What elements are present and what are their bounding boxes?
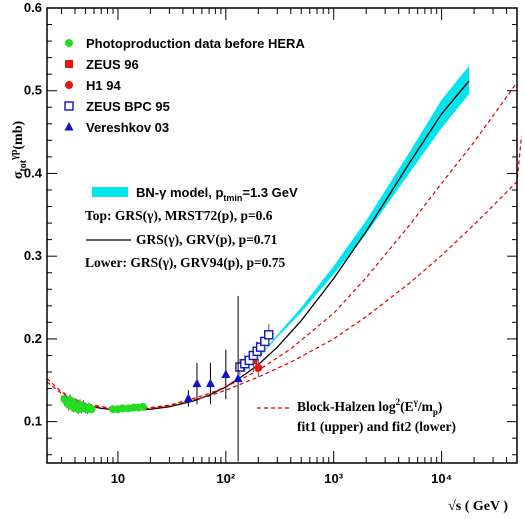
x-tick-label: 10	[111, 471, 125, 486]
data-point-photoproduction-data-before-hera	[118, 404, 127, 413]
model-solid-curve	[61, 80, 470, 411]
legend-label-photoproduction-data-before-hera: Photoproduction data before HERA	[86, 36, 305, 51]
model-band-label-rest: =1.3 GeV	[242, 185, 298, 200]
model-band-swatch	[92, 187, 128, 197]
data-point-photoproduction-data-before-hera	[138, 402, 147, 411]
model-band	[253, 65, 470, 364]
bh-label-line2: fit1 (upper) and fit2 (lower)	[297, 419, 456, 434]
plot-frame	[46, 7, 518, 464]
y-tick-label: 0.2	[24, 331, 42, 346]
bh-label-end: )	[438, 399, 443, 414]
bh-legend: Block-Halzen log2(Eγ/mp) fit1 (upper) an…	[257, 397, 456, 434]
model-top-label: Top: GRS(γ), MRST72(p), p=0.6	[85, 208, 273, 223]
bh-fit-curve-2	[46, 136, 523, 410]
y-axis-title-sigma: σ	[11, 171, 26, 179]
data-point-layer	[60, 295, 274, 462]
bh-label-sub: p	[433, 407, 438, 417]
data-point-vereshkov-03	[221, 369, 231, 378]
y-tick-label: 0.5	[24, 83, 42, 98]
legend-label-zeus-96: ZEUS 96	[86, 57, 139, 72]
y-tick-label: 0.6	[24, 0, 42, 15]
data-point-vereshkov-03	[183, 393, 193, 402]
legend-label-zeus-bpc-95: ZEUS BPC 95	[86, 99, 170, 114]
data-point-vereshkov-03	[205, 378, 215, 388]
legend-label-h1-94: H1 94	[86, 78, 121, 93]
bh-label-prefix: Block-Halzen log	[297, 399, 396, 414]
model-mid-label: GRS(γ), GRV(p), p=0.71	[136, 232, 278, 247]
data-point-zeus-bpc-95	[264, 330, 274, 340]
model-band-label: BN-γ model, ptmin=1.3 GeV	[136, 185, 298, 203]
bh-label-line1: Block-Halzen log2(Eγ/mp)	[297, 397, 442, 417]
data-point-photoproduction-data-before-hera	[87, 405, 96, 414]
model-legend: BN-γ model, ptmin=1.3 GeV Top: GRS(γ), M…	[85, 185, 298, 270]
bh-label-mid2: /m	[417, 399, 434, 414]
model-band-label-sub: tmin	[223, 193, 242, 203]
x-tick-label: 10³	[324, 471, 343, 486]
x-axis-title: √s ( GeV )	[448, 499, 508, 514]
y-axis-title-unit: (mb)	[11, 121, 26, 150]
y-axis-title-sub: tot	[18, 159, 29, 171]
data-point-h1-94	[254, 363, 263, 372]
bh-label-sup2: γ	[413, 397, 419, 407]
y-axis-title: σtotγp(mb)	[9, 121, 29, 180]
legend-marker-zeus-bpc-95	[64, 101, 74, 111]
data-point-vereshkov-03	[192, 378, 202, 388]
legend-marker-photoproduction-data-before-hera	[65, 39, 73, 47]
legend-marker-zeus-96	[65, 60, 73, 68]
y-tick-label: 0.1	[24, 414, 42, 429]
model-band-label-main: BN-γ model, p	[136, 185, 223, 200]
y-axis-title-sup: γp	[9, 149, 20, 161]
legend-marker-vereshkov-03	[64, 122, 74, 131]
legend-marker-h1-94	[65, 81, 73, 89]
x-tick-label: 10⁴	[431, 471, 452, 486]
axis-tick-layer: 0.1 0.2 0.3 0.4 0.5 0.6 10 10² 10³ 10⁴	[24, 0, 518, 486]
legend: Photoproduction data before HERA ZEUS 96 H…	[64, 36, 305, 135]
y-tick-label: 0.3	[24, 248, 42, 263]
bh-label-mid: (E	[400, 399, 414, 414]
x-tick-label: 10²	[216, 471, 235, 486]
y-tick-label: 0.4	[24, 165, 43, 180]
bh-label-sup: 2	[396, 397, 401, 407]
model-band-layer	[253, 65, 470, 364]
data-point-vereshkov-03	[233, 373, 243, 383]
legend-label-vereshkov-03: Vereshkov 03	[86, 120, 169, 135]
model-lower-label: Lower: GRS(γ), GRV94(p), p=0.75	[85, 255, 286, 270]
